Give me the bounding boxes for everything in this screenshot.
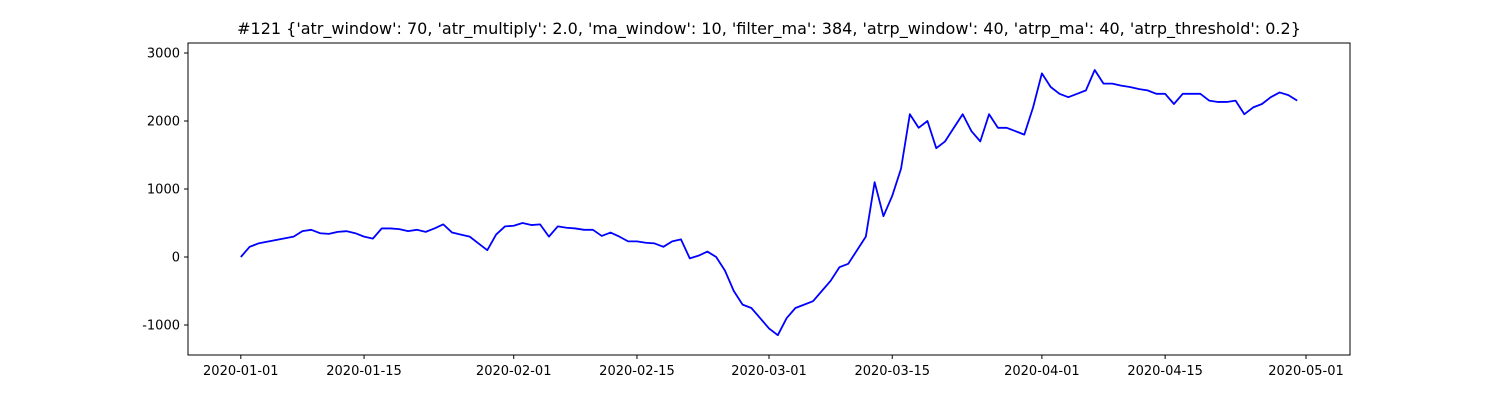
x-tick-label: 2020-02-01 [476,364,552,379]
x-tick-label: 2020-04-15 [1127,364,1203,379]
chart-title: #121 {'atr_window': 70, 'atr_multiply': … [237,19,1301,39]
x-tick-label: 2020-01-01 [203,364,279,379]
data-line [240,69,1298,337]
y-tick-label: 0 [172,251,180,266]
x-tick-label: 2020-01-15 [326,364,402,379]
y-tick-label: -1000 [142,319,180,334]
y-tick-label: 2000 [147,115,180,130]
x-tick-label: 2020-04-01 [1004,364,1080,379]
y-tick-label: 3000 [147,46,180,61]
x-tick-label: 2020-02-15 [599,364,675,379]
x-tick-label: 2020-03-01 [731,364,807,379]
plot-frame [187,42,1351,356]
x-tick-label: 2020-05-01 [1268,364,1344,379]
y-tick-label: 1000 [147,183,180,198]
x-tick-label: 2020-03-15 [854,364,930,379]
